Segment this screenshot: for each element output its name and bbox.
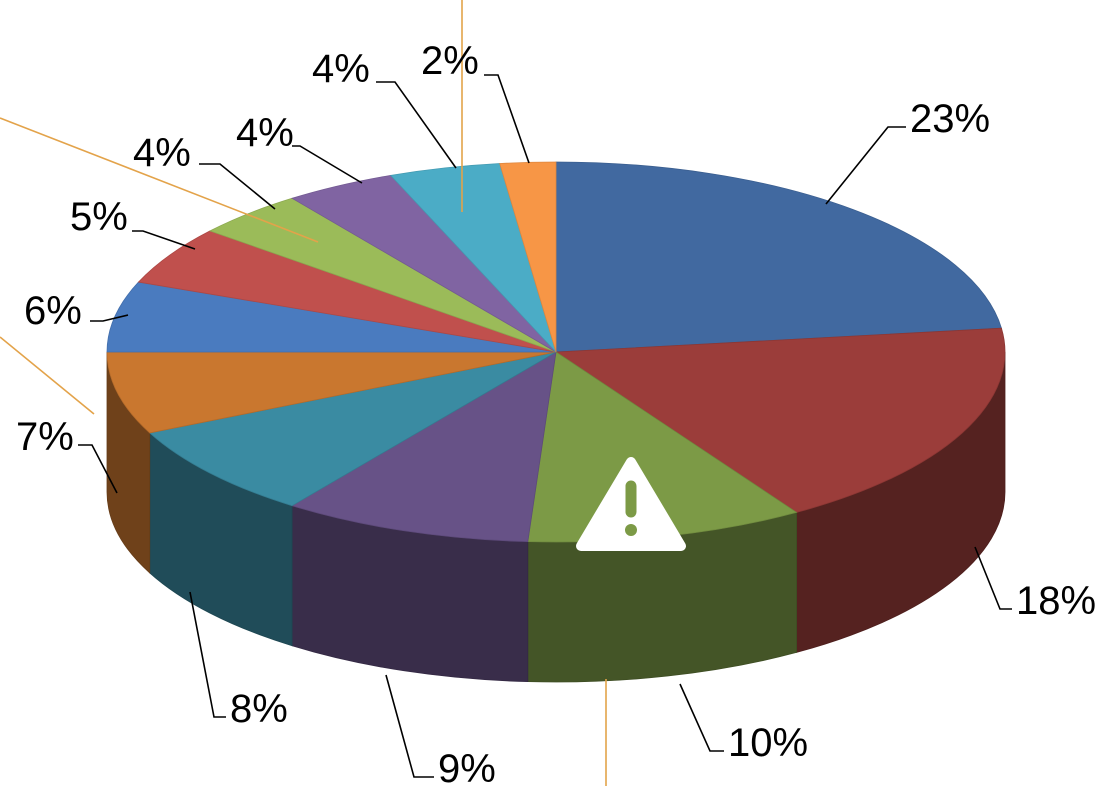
leader-line-3 — [385, 674, 434, 778]
leader-line-4 — [189, 591, 226, 718]
data-label-9: 4% — [236, 111, 294, 155]
data-label-1: 18% — [1016, 579, 1096, 623]
data-label-5: 7% — [16, 415, 74, 459]
data-label-0: 23% — [910, 97, 990, 141]
leader-line-10 — [376, 81, 457, 169]
data-label-7: 5% — [70, 195, 128, 239]
pie-slice-1 — [554, 327, 1006, 513]
data-label-4: 8% — [230, 687, 288, 731]
data-label-8: 4% — [133, 131, 191, 175]
leader-line-0 — [825, 126, 906, 205]
data-label-11: 2% — [421, 39, 479, 83]
leader-line-5 — [78, 444, 118, 494]
callout-line-0 — [0, 117, 319, 243]
data-labels: 23%18%10%9%8%7%6%5%4% 4%4% 2% — [16, 39, 1096, 786]
warning-triangle-icon — [576, 457, 686, 551]
leader-line-9 — [292, 145, 363, 184]
pie-slice-6 — [106, 281, 557, 353]
pie-slice-11 — [499, 161, 557, 353]
leader-line-8 — [199, 163, 276, 210]
pie-sides — [106, 351, 1006, 683]
pie-tops — [106, 161, 1006, 543]
leader-lines — [78, 74, 1012, 778]
data-label-2: 10% — [728, 721, 808, 765]
leader-line-2 — [679, 683, 724, 752]
data-label-3: 9% — [438, 747, 496, 786]
leader-line-11 — [484, 74, 530, 164]
data-label-10: 4% — [312, 47, 370, 91]
pie-slice-4 — [148, 351, 557, 507]
pie-slice-5 — [106, 351, 557, 434]
pie-slice-3 — [291, 351, 557, 543]
leader-line-1 — [974, 546, 1012, 610]
callout-lines — [0, 0, 607, 786]
leader-line-6 — [90, 314, 129, 322]
pie-slice-0 — [555, 161, 1002, 353]
leader-line-7 — [132, 230, 196, 250]
data-label-6: 6% — [24, 289, 82, 333]
callout-line-1 — [0, 336, 95, 415]
